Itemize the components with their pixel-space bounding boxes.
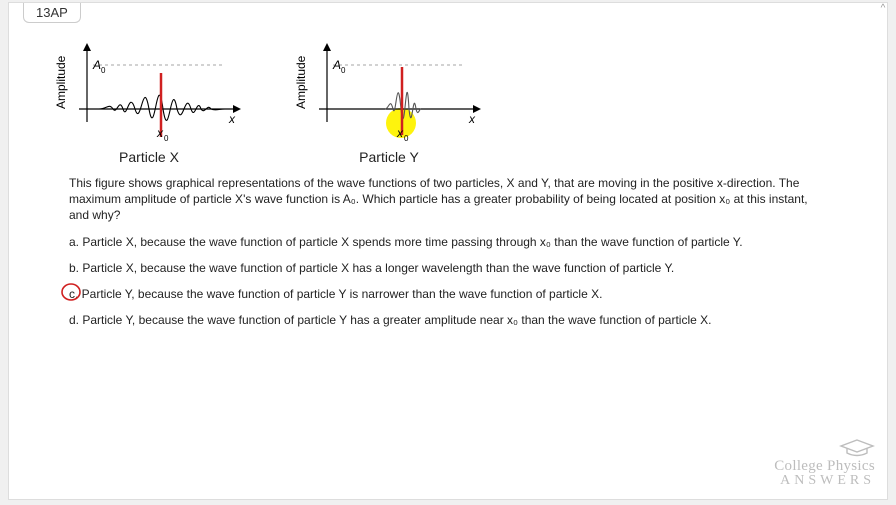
svg-text:A: A: [92, 58, 101, 72]
svg-text:x: x: [156, 126, 164, 140]
option-d: d. Particle Y, because the wave function…: [69, 312, 827, 328]
wave-chart-x: A 0 x x 0 Amplitude: [49, 37, 249, 147]
scroll-up-indicator: ^: [879, 3, 887, 13]
option-c-text: c. Particle Y, because the wave function…: [69, 287, 602, 301]
svg-text:A: A: [332, 58, 341, 72]
svg-text:0: 0: [341, 66, 346, 75]
caption-y: Particle Y: [289, 149, 489, 165]
svg-text:0: 0: [164, 134, 169, 143]
figure-particle-y: A 0 x x 0 Amplitude Particle Y: [289, 37, 489, 165]
document-page: ^ 13AP A 0 x: [8, 2, 888, 500]
wave-chart-y: A 0 x x 0 Amplitude: [289, 37, 489, 147]
svg-text:0: 0: [101, 66, 106, 75]
figure-particle-x: A 0 x x 0 Amplitude Particle X: [49, 37, 249, 165]
problem-tag: 13AP: [23, 3, 81, 23]
svg-text:x: x: [396, 126, 404, 140]
svg-text:Amplitude: Amplitude: [54, 55, 68, 109]
problem-tag-text: 13AP: [36, 5, 68, 20]
watermark-line2: ANSWERS: [774, 474, 875, 489]
svg-text:x: x: [468, 112, 476, 126]
watermark-logo: College Physics ANSWERS: [774, 437, 875, 489]
svg-text:0: 0: [404, 134, 409, 143]
figures-row: A 0 x x 0 Amplitude Particle X: [49, 37, 887, 165]
watermark-line1: College Physics: [774, 459, 875, 475]
option-b: b. Particle X, because the wave function…: [69, 260, 827, 276]
svg-text:Amplitude: Amplitude: [294, 55, 308, 109]
caption-x: Particle X: [49, 149, 249, 165]
question-content: This figure shows graphical representati…: [69, 175, 827, 328]
graduation-cap-icon: [839, 437, 875, 457]
question-text: This figure shows graphical representati…: [69, 175, 827, 224]
option-c: c. Particle Y, because the wave function…: [69, 286, 827, 302]
option-a: a. Particle X, because the wave function…: [69, 234, 827, 250]
svg-text:x: x: [228, 112, 236, 126]
